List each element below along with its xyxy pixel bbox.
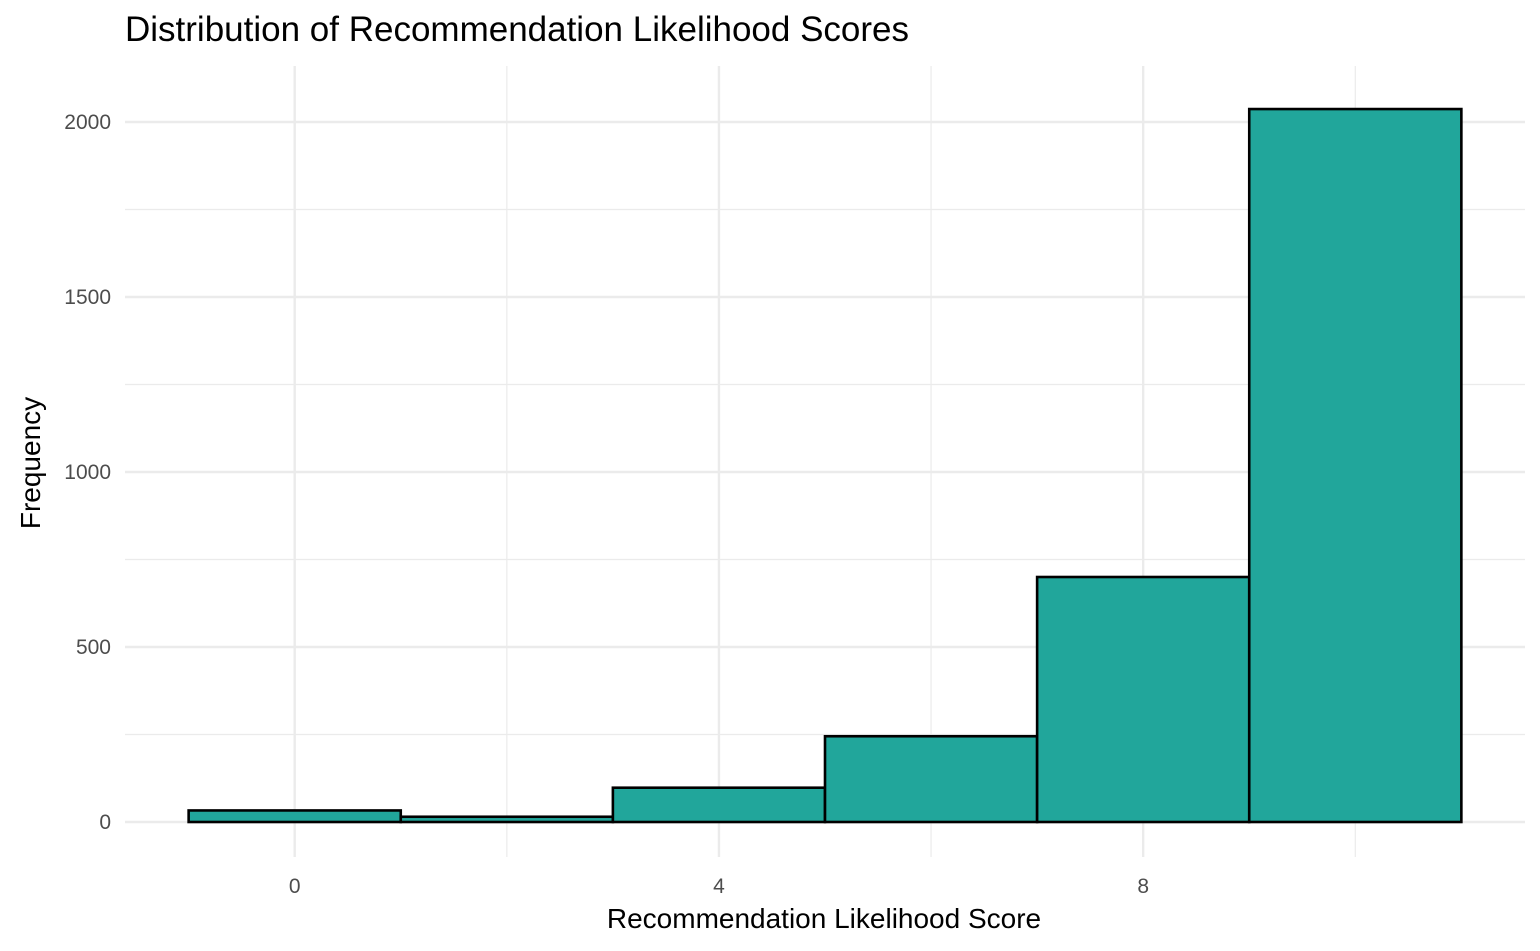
histogram-bar bbox=[1247, 107, 1463, 824]
x-axis-title: Recommendation Likelihood Score bbox=[607, 903, 1041, 934]
histogram-bars bbox=[187, 107, 1463, 824]
y-tick-label: 1000 bbox=[64, 461, 111, 484]
y-tick-label: 0 bbox=[99, 811, 111, 834]
chart-title: Distribution of Recommendation Likelihoo… bbox=[125, 10, 910, 49]
y-axis-ticks: 0 500 1000 1500 2000 bbox=[64, 111, 111, 834]
histogram-bar bbox=[399, 815, 615, 824]
y-tick-label: 500 bbox=[76, 636, 111, 659]
y-axis-title: Frequency bbox=[15, 397, 46, 529]
y-tick-label: 2000 bbox=[64, 111, 111, 134]
histogram-bar bbox=[1035, 575, 1251, 824]
x-axis-ticks: 0 4 8 bbox=[289, 875, 1149, 898]
histogram-bar bbox=[823, 734, 1039, 824]
x-tick-label: 8 bbox=[1137, 875, 1149, 898]
x-tick-label: 4 bbox=[713, 875, 725, 898]
x-tick-label: 0 bbox=[289, 875, 301, 898]
histogram-bar bbox=[611, 786, 827, 824]
histogram-bar bbox=[187, 809, 403, 824]
y-tick-label: 1500 bbox=[64, 286, 111, 309]
